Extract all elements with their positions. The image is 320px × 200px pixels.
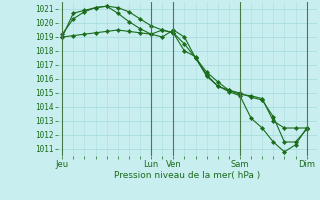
X-axis label: Pression niveau de la mer( hPa ): Pression niveau de la mer( hPa ) (114, 171, 260, 180)
